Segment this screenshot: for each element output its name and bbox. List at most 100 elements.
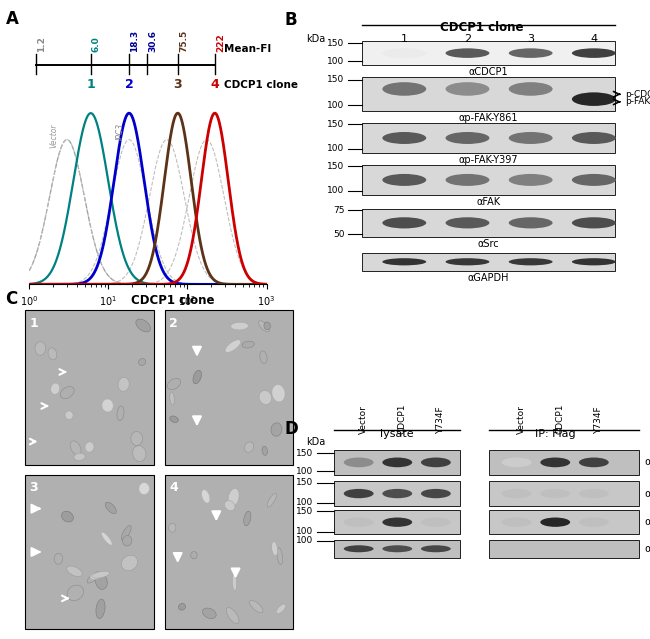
Ellipse shape xyxy=(138,358,146,366)
Ellipse shape xyxy=(167,378,181,390)
Text: 100: 100 xyxy=(328,100,345,109)
Bar xyxy=(362,77,615,111)
Ellipse shape xyxy=(540,458,570,467)
Ellipse shape xyxy=(190,551,197,559)
Bar xyxy=(362,253,615,271)
Text: 4: 4 xyxy=(169,481,178,494)
Bar xyxy=(362,165,615,195)
Text: CDCP1 clone: CDCP1 clone xyxy=(131,294,215,307)
Ellipse shape xyxy=(87,572,99,583)
Text: 1: 1 xyxy=(29,317,38,330)
Text: Y734F: Y734F xyxy=(594,406,603,435)
Text: 100: 100 xyxy=(296,527,313,536)
Bar xyxy=(489,450,640,475)
Ellipse shape xyxy=(445,132,489,144)
Text: 6.0: 6.0 xyxy=(92,36,101,52)
Ellipse shape xyxy=(445,258,489,265)
Ellipse shape xyxy=(232,573,237,590)
Text: 150: 150 xyxy=(296,507,313,516)
Ellipse shape xyxy=(272,385,285,402)
Text: kDa: kDa xyxy=(306,35,325,44)
Bar xyxy=(362,123,615,153)
Ellipse shape xyxy=(502,518,532,527)
Ellipse shape xyxy=(65,411,73,420)
Ellipse shape xyxy=(445,174,489,186)
Text: Y734F: Y734F xyxy=(436,406,445,435)
Ellipse shape xyxy=(509,82,552,96)
Text: 75.5: 75.5 xyxy=(179,29,188,52)
Ellipse shape xyxy=(509,217,552,229)
Text: IP: Flag: IP: Flag xyxy=(535,429,575,438)
Bar xyxy=(334,481,460,506)
Ellipse shape xyxy=(382,545,412,552)
Text: Vector: Vector xyxy=(49,123,58,148)
Ellipse shape xyxy=(421,489,451,498)
Text: 2: 2 xyxy=(169,317,178,330)
Ellipse shape xyxy=(572,93,616,106)
Ellipse shape xyxy=(579,489,609,498)
Ellipse shape xyxy=(382,489,412,498)
Text: 75: 75 xyxy=(333,206,344,215)
Text: αFAK: αFAK xyxy=(476,197,500,207)
Text: 30.6: 30.6 xyxy=(148,29,157,52)
Ellipse shape xyxy=(66,566,83,576)
Text: 4: 4 xyxy=(211,78,219,91)
Ellipse shape xyxy=(101,532,112,545)
Text: Vector: Vector xyxy=(359,405,368,435)
Text: αSrc: αSrc xyxy=(478,239,499,249)
Ellipse shape xyxy=(382,458,412,467)
Ellipse shape xyxy=(202,489,210,503)
Ellipse shape xyxy=(509,132,552,144)
Bar xyxy=(165,475,293,629)
Ellipse shape xyxy=(244,511,251,526)
Text: CDCP1 clone: CDCP1 clone xyxy=(440,21,523,34)
Ellipse shape xyxy=(193,371,202,384)
Ellipse shape xyxy=(502,458,532,467)
Ellipse shape xyxy=(382,82,426,96)
Text: αGAPDH: αGAPDH xyxy=(468,273,510,283)
Ellipse shape xyxy=(260,351,267,364)
Ellipse shape xyxy=(122,525,131,541)
Ellipse shape xyxy=(344,489,374,498)
Text: αp-tyrosine: αp-tyrosine xyxy=(645,517,650,527)
Ellipse shape xyxy=(344,518,374,527)
Bar xyxy=(25,475,153,629)
Ellipse shape xyxy=(225,340,240,353)
Ellipse shape xyxy=(139,482,150,495)
Text: IPC3: IPC3 xyxy=(116,123,125,140)
Ellipse shape xyxy=(70,441,81,455)
Ellipse shape xyxy=(540,518,570,527)
Ellipse shape xyxy=(117,406,124,420)
Ellipse shape xyxy=(67,585,84,601)
Ellipse shape xyxy=(572,217,616,229)
Text: 150: 150 xyxy=(328,119,345,128)
Ellipse shape xyxy=(382,217,426,229)
Ellipse shape xyxy=(131,431,142,445)
Text: p-CDCP1-Y734: p-CDCP1-Y734 xyxy=(625,89,650,99)
Text: αFAK: αFAK xyxy=(645,489,650,498)
Ellipse shape xyxy=(572,174,616,186)
Ellipse shape xyxy=(226,608,239,624)
Text: 2: 2 xyxy=(464,35,471,44)
Ellipse shape xyxy=(572,258,616,265)
Ellipse shape xyxy=(344,545,374,552)
Bar xyxy=(334,450,460,475)
Bar xyxy=(334,539,460,558)
Ellipse shape xyxy=(259,390,272,404)
Bar xyxy=(334,510,460,534)
Ellipse shape xyxy=(60,387,74,399)
Text: 3: 3 xyxy=(174,78,182,91)
Ellipse shape xyxy=(445,217,489,229)
Ellipse shape xyxy=(102,399,113,412)
Ellipse shape xyxy=(572,49,616,58)
Ellipse shape xyxy=(509,49,552,58)
Ellipse shape xyxy=(96,599,105,619)
Ellipse shape xyxy=(277,548,283,565)
Ellipse shape xyxy=(445,82,489,96)
Text: αCDCP1: αCDCP1 xyxy=(469,68,508,77)
Text: A: A xyxy=(5,10,18,28)
Ellipse shape xyxy=(51,383,60,394)
Text: kDa: kDa xyxy=(306,437,325,447)
Ellipse shape xyxy=(540,489,570,498)
Ellipse shape xyxy=(48,348,57,360)
